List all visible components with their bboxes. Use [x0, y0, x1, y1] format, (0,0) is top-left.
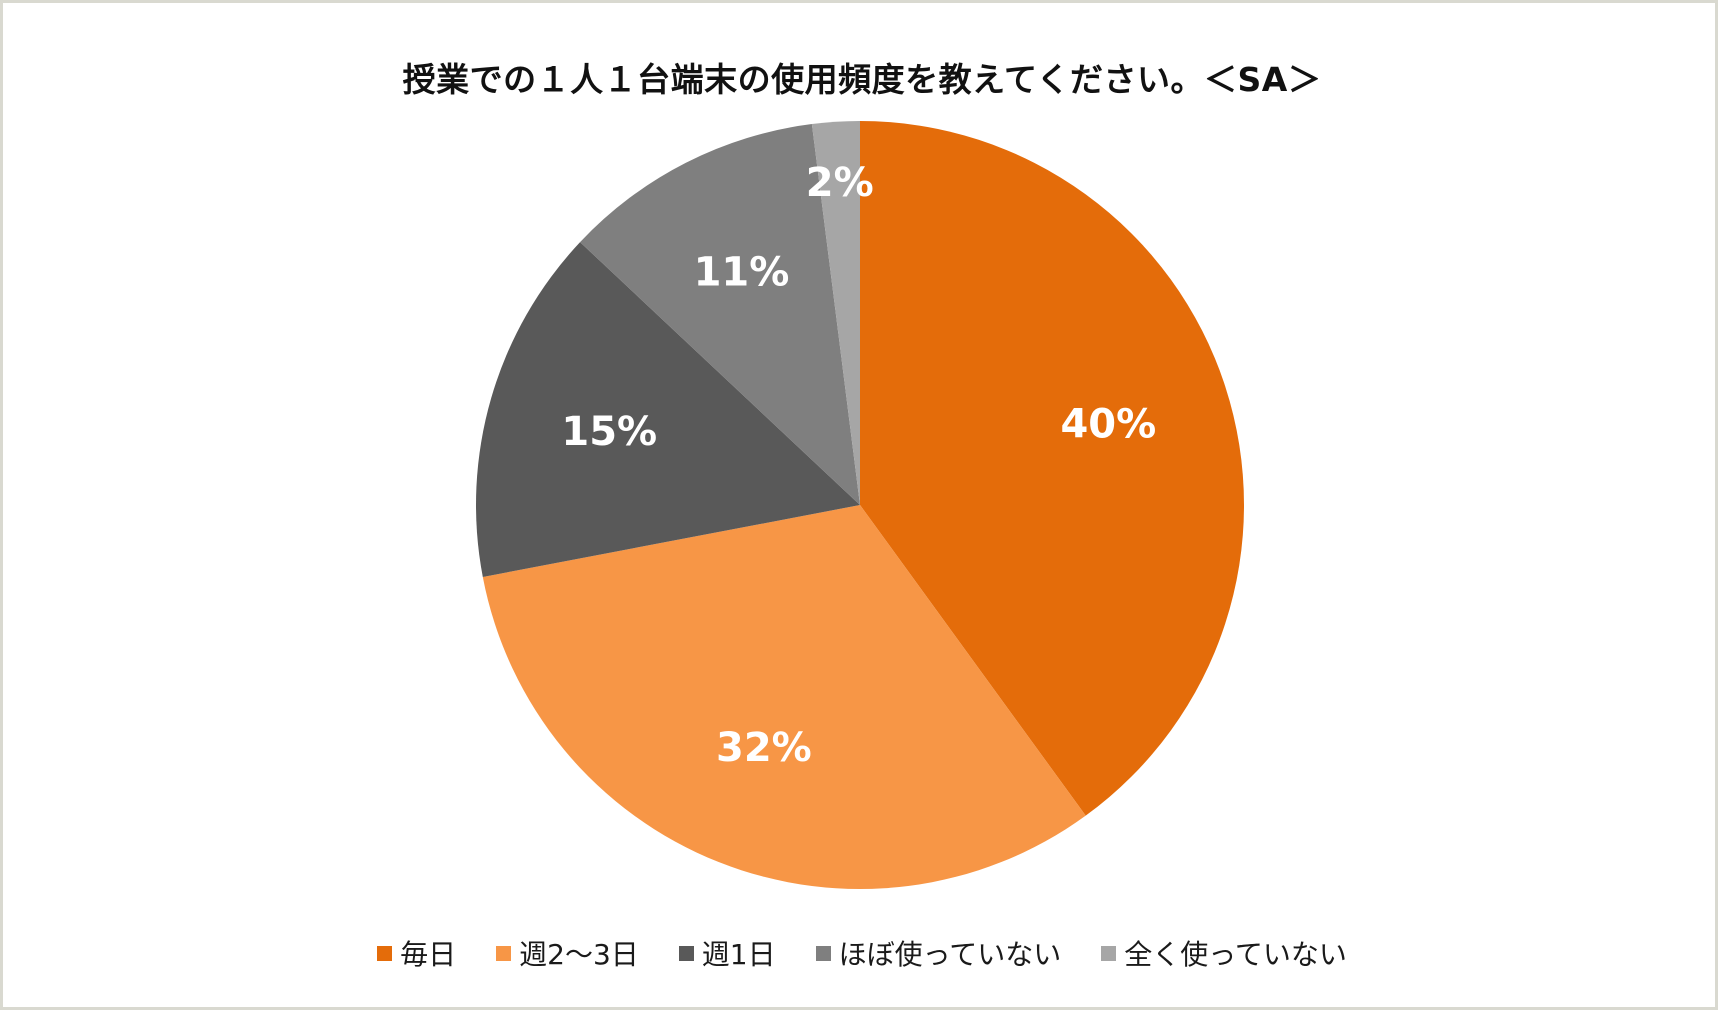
legend-item-1: 毎日 [377, 933, 456, 973]
slice-data-label-3: 15% [561, 409, 657, 455]
slice-data-label-2: 32% [716, 725, 812, 771]
legend-item-3: 週1日 [678, 933, 776, 973]
pie-slice-3 [476, 242, 860, 577]
legend-item-5: 全く使っていない [1101, 933, 1347, 973]
pie-slice-5 [811, 121, 860, 505]
pie-slice-2 [482, 505, 1086, 890]
pie-slices [476, 121, 1244, 890]
legend-swatch [496, 945, 512, 961]
legend-swatch [678, 945, 694, 961]
pie-slice-4 [580, 124, 860, 505]
legend-swatch [377, 945, 393, 961]
pie-labels: 40% 32% 15% 11% 2% [561, 160, 1156, 771]
legend-swatch [815, 945, 831, 961]
slice-data-label-1: 40% [1060, 401, 1156, 447]
pie-chart: 40% 32% 15% 11% 2% [476, 121, 1244, 890]
legend-label: 週2～3日 [519, 938, 639, 971]
legend-swatch [1101, 945, 1117, 961]
legend-label: ほぼ使っていない [838, 938, 1062, 971]
legend-item-2: 週2～3日 [496, 933, 639, 973]
slice-data-label-5: 2% [806, 160, 874, 206]
chart-title: 授業での１人１台端末の使用頻度を教えてください。＜SA＞ [402, 60, 1322, 99]
legend: 毎日 週2～3日 週1日 ほぼ使っていない 全く使っていない [3, 933, 1718, 973]
legend-label: 週1日 [701, 938, 776, 971]
legend-label: 全く使っていない [1124, 938, 1347, 971]
pie-slice-1 [860, 121, 1244, 816]
legend-label: 毎日 [400, 938, 457, 971]
legend-item-4: ほぼ使っていない [815, 933, 1062, 973]
slice-data-label-4: 11% [694, 249, 790, 295]
